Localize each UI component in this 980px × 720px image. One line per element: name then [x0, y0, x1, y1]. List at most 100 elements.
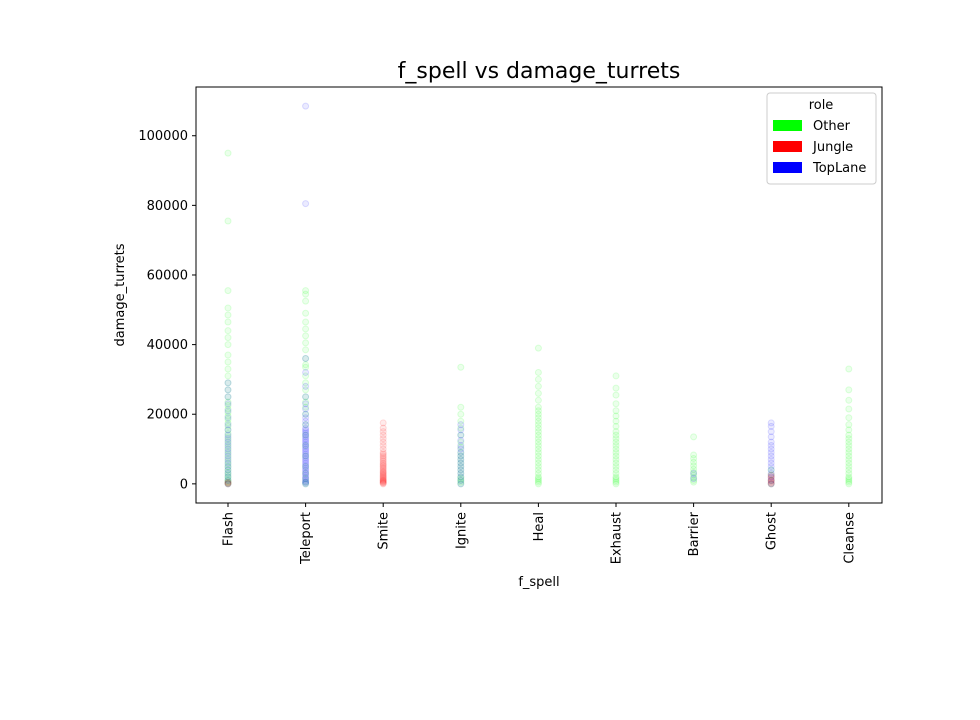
data-point [302, 438, 310, 446]
data-point [224, 412, 232, 420]
data-point [302, 379, 310, 387]
legend-box [766, 92, 877, 185]
data-point [224, 466, 232, 474]
data-point [224, 442, 232, 450]
data-point [224, 454, 232, 462]
data-point [534, 469, 542, 477]
data-point [612, 428, 620, 436]
data-point [845, 459, 853, 467]
data-point [302, 480, 310, 488]
data-point [534, 435, 542, 443]
data-point [302, 478, 310, 486]
data-point [302, 382, 310, 390]
data-point [457, 410, 465, 418]
data-point [612, 452, 620, 460]
data-point [224, 462, 232, 470]
data-point [612, 473, 620, 481]
data-point [767, 476, 775, 484]
data-point [457, 363, 465, 371]
x-tick-label: Ghost [765, 512, 780, 550]
data-point [379, 435, 387, 443]
data-point [224, 408, 232, 416]
data-point [457, 480, 465, 488]
data-point [457, 476, 465, 484]
data-point [379, 471, 387, 479]
data-point [457, 469, 465, 477]
data-point [534, 375, 542, 383]
data-point [767, 476, 775, 484]
data-point [457, 442, 465, 450]
data-point [302, 461, 310, 469]
data-point [302, 473, 310, 481]
data-point [302, 466, 310, 474]
data-point [457, 466, 465, 474]
data-point [845, 365, 853, 373]
data-point [534, 410, 542, 418]
x-tick-label: Ignite [454, 512, 469, 549]
data-point [302, 290, 310, 298]
data-point [379, 476, 387, 484]
data-point [224, 400, 232, 408]
data-point [302, 403, 310, 411]
data-point [379, 465, 387, 473]
data-point [224, 477, 232, 485]
data-point [534, 473, 542, 481]
data-point [612, 391, 620, 399]
legend: role Other Jungle TopLane [766, 92, 877, 185]
data-point [302, 449, 310, 457]
data-point [224, 365, 232, 373]
data-point [224, 440, 232, 448]
data-point [224, 447, 232, 455]
data-point [534, 452, 542, 460]
data-point [379, 476, 387, 484]
data-point [845, 414, 853, 422]
data-point [302, 468, 310, 476]
data-point [612, 400, 620, 408]
data-point [379, 477, 387, 485]
data-point [379, 466, 387, 474]
data-point [534, 407, 542, 415]
data-point [302, 475, 310, 483]
data-point [302, 431, 310, 439]
data-marks [224, 102, 853, 488]
data-point [224, 435, 232, 443]
data-point [612, 469, 620, 477]
data-point [767, 459, 775, 467]
data-point [224, 379, 232, 387]
data-point [302, 462, 310, 470]
data-point [767, 466, 775, 474]
data-point [224, 469, 232, 477]
series-toplane [224, 102, 775, 488]
data-point [302, 355, 310, 363]
data-point [612, 422, 620, 430]
y-axis-label: damage_turrets [113, 243, 128, 346]
data-point [845, 466, 853, 474]
data-point [612, 442, 620, 450]
data-point [302, 443, 310, 451]
data-point [534, 421, 542, 429]
data-point [845, 462, 853, 470]
data-point [379, 468, 387, 476]
data-point [845, 431, 853, 439]
data-point [690, 469, 698, 477]
y-axis-ticks: 0 20000 40000 60000 80000 100000 [138, 129, 196, 492]
data-point [379, 459, 387, 467]
data-point [302, 102, 310, 110]
data-point [457, 424, 465, 432]
data-point [457, 462, 465, 470]
data-point [612, 459, 620, 467]
data-point [845, 452, 853, 460]
legend-swatch-other [773, 120, 802, 131]
data-point [767, 477, 775, 485]
data-point [302, 355, 310, 363]
data-point [612, 455, 620, 463]
y-tick-label: 100000 [138, 129, 188, 144]
data-point [224, 445, 232, 453]
data-point [224, 318, 232, 326]
data-point [457, 455, 465, 463]
data-point [845, 455, 853, 463]
data-point [224, 468, 232, 476]
data-point [457, 476, 465, 484]
data-point [379, 455, 387, 463]
data-point [302, 309, 310, 317]
